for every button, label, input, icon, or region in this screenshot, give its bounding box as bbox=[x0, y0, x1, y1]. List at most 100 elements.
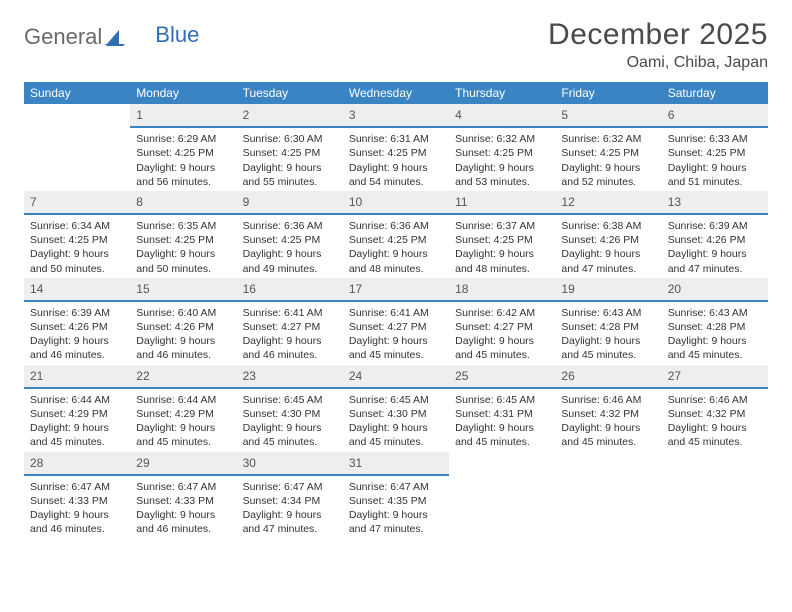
day-body: Sunrise: 6:44 AMSunset: 4:29 PMDaylight:… bbox=[24, 389, 130, 452]
calendar-day-cell: 1 Sunrise: 6:29 AMSunset: 4:25 PMDaylight… bbox=[130, 104, 236, 191]
day-body: Sunrise: 6:45 AMSunset: 4:30 PMDaylight:… bbox=[237, 389, 343, 452]
calendar-body: 1Sunrise: 6:29 AMSunset: 4:25 PMDaylight… bbox=[24, 104, 768, 538]
calendar-day-cell: 22Sunrise: 6:44 AMSunset: 4:29 PMDayligh… bbox=[130, 365, 236, 452]
day-body: Sunrise: 6:33 AMSunset: 4:25 PMDaylight:… bbox=[662, 128, 768, 191]
sunset-line: Sunset: 4:28 PM bbox=[561, 320, 655, 334]
day-body: Sunrise: 6:36 AMSunset: 4:25 PMDaylight:… bbox=[237, 215, 343, 278]
daylight-line: Daylight: 9 hours and 45 minutes. bbox=[349, 421, 443, 449]
sunrise-line: Sunrise: 6:32 AM bbox=[561, 132, 655, 146]
daylight-line: Daylight: 9 hours and 46 minutes. bbox=[30, 508, 124, 536]
calendar-day-cell: 13Sunrise: 6:39 AMSunset: 4:26 PMDayligh… bbox=[662, 191, 768, 278]
daylight-line: Daylight: 9 hours and 46 minutes. bbox=[243, 334, 337, 362]
day-number: 12 bbox=[555, 191, 661, 215]
day-body: Sunrise: 6:34 AMSunset: 4:25 PMDaylight:… bbox=[24, 215, 130, 278]
sunset-line: Sunset: 4:34 PM bbox=[243, 494, 337, 508]
daylight-line: Daylight: 9 hours and 45 minutes. bbox=[561, 334, 655, 362]
day-number: 14 bbox=[24, 278, 130, 302]
daylight-line: Daylight: 9 hours and 47 minutes. bbox=[349, 508, 443, 536]
sunset-line: Sunset: 4:29 PM bbox=[136, 407, 230, 421]
daylight-line: Daylight: 9 hours and 45 minutes. bbox=[136, 421, 230, 449]
day-number: 30 bbox=[237, 452, 343, 476]
sunrise-line: Sunrise: 6:29 AM bbox=[136, 132, 230, 146]
sunrise-line: Sunrise: 6:44 AM bbox=[30, 393, 124, 407]
sunrise-line: Sunrise: 6:47 AM bbox=[30, 480, 124, 494]
calendar-day-cell: 23Sunrise: 6:45 AMSunset: 4:30 PMDayligh… bbox=[237, 365, 343, 452]
calendar-day-cell: 29Sunrise: 6:47 AMSunset: 4:33 PMDayligh… bbox=[130, 452, 236, 539]
calendar-day-cell: 14Sunrise: 6:39 AMSunset: 4:26 PMDayligh… bbox=[24, 278, 130, 365]
weekday-header: Wednesday bbox=[343, 82, 449, 104]
weekday-header: Saturday bbox=[662, 82, 768, 104]
sunrise-line: Sunrise: 6:36 AM bbox=[349, 219, 443, 233]
sunrise-line: Sunrise: 6:43 AM bbox=[561, 306, 655, 320]
calendar-day-cell: 17Sunrise: 6:41 AMSunset: 4:27 PMDayligh… bbox=[343, 278, 449, 365]
day-number: 6 bbox=[662, 104, 768, 128]
calendar-day-cell: 8Sunrise: 6:35 AMSunset: 4:25 PMDaylight… bbox=[130, 191, 236, 278]
day-number: 9 bbox=[237, 191, 343, 215]
calendar-day-cell: 18Sunrise: 6:42 AMSunset: 4:27 PMDayligh… bbox=[449, 278, 555, 365]
sunrise-line: Sunrise: 6:31 AM bbox=[349, 132, 443, 146]
day-body: Sunrise: 6:47 AMSunset: 4:34 PMDaylight:… bbox=[237, 476, 343, 539]
daylight-line: Daylight: 9 hours and 50 minutes. bbox=[30, 247, 124, 275]
calendar-day-cell bbox=[24, 104, 130, 191]
day-number: 4 bbox=[449, 104, 555, 128]
daylight-line: Daylight: 9 hours and 56 minutes. bbox=[136, 161, 230, 189]
calendar-table: Sunday Monday Tuesday Wednesday Thursday… bbox=[24, 82, 768, 538]
calendar-day-cell bbox=[662, 452, 768, 539]
daylight-line: Daylight: 9 hours and 51 minutes. bbox=[668, 161, 762, 189]
day-body: Sunrise: 6:44 AMSunset: 4:29 PMDaylight:… bbox=[130, 389, 236, 452]
day-body: Sunrise: 6:41 AMSunset: 4:27 PMDaylight:… bbox=[343, 302, 449, 365]
sunset-line: Sunset: 4:35 PM bbox=[349, 494, 443, 508]
day-body: Sunrise: 6:46 AMSunset: 4:32 PMDaylight:… bbox=[662, 389, 768, 452]
day-number: 3 bbox=[343, 104, 449, 128]
sunset-line: Sunset: 4:26 PM bbox=[561, 233, 655, 247]
day-body: Sunrise: 6:39 AMSunset: 4:26 PMDaylight:… bbox=[24, 302, 130, 365]
logo-text-general: General bbox=[24, 24, 102, 50]
day-body: Sunrise: 6:43 AMSunset: 4:28 PMDaylight:… bbox=[555, 302, 661, 365]
day-body: Sunrise: 6:31 AMSunset: 4:25 PMDaylight:… bbox=[343, 128, 449, 191]
day-number: 10 bbox=[343, 191, 449, 215]
sunrise-line: Sunrise: 6:41 AM bbox=[243, 306, 337, 320]
weekday-header: Sunday bbox=[24, 82, 130, 104]
day-number: 23 bbox=[237, 365, 343, 389]
calendar-day-cell: 4Sunrise: 6:32 AMSunset: 4:25 PMDaylight… bbox=[449, 104, 555, 191]
sunrise-line: Sunrise: 6:47 AM bbox=[243, 480, 337, 494]
day-body: Sunrise: 6:41 AMSunset: 4:27 PMDaylight:… bbox=[237, 302, 343, 365]
day-body: Sunrise: 6:47 AMSunset: 4:33 PMDaylight:… bbox=[24, 476, 130, 539]
weekday-header: Tuesday bbox=[237, 82, 343, 104]
sunrise-line: Sunrise: 6:37 AM bbox=[455, 219, 549, 233]
day-number: 2 bbox=[237, 104, 343, 128]
calendar-day-cell: 9Sunrise: 6:36 AMSunset: 4:25 PMDaylight… bbox=[237, 191, 343, 278]
sunset-line: Sunset: 4:25 PM bbox=[561, 146, 655, 160]
sunrise-line: Sunrise: 6:30 AM bbox=[243, 132, 337, 146]
sunrise-line: Sunrise: 6:39 AM bbox=[30, 306, 124, 320]
calendar-day-cell: 6Sunrise: 6:33 AMSunset: 4:25 PMDaylight… bbox=[662, 104, 768, 191]
day-number: 1 bbox=[130, 104, 236, 128]
calendar-day-cell: 21Sunrise: 6:44 AMSunset: 4:29 PMDayligh… bbox=[24, 365, 130, 452]
logo-text-blue: Blue bbox=[155, 22, 199, 48]
sunset-line: Sunset: 4:26 PM bbox=[668, 233, 762, 247]
day-number: 15 bbox=[130, 278, 236, 302]
daylight-line: Daylight: 9 hours and 46 minutes. bbox=[136, 334, 230, 362]
title-block: December 2025 Oami, Chiba, Japan bbox=[548, 18, 768, 72]
sunrise-line: Sunrise: 6:45 AM bbox=[455, 393, 549, 407]
sunset-line: Sunset: 4:27 PM bbox=[243, 320, 337, 334]
calendar-day-cell: 28Sunrise: 6:47 AMSunset: 4:33 PMDayligh… bbox=[24, 452, 130, 539]
calendar-day-cell: 10Sunrise: 6:36 AMSunset: 4:25 PMDayligh… bbox=[343, 191, 449, 278]
day-number: 27 bbox=[662, 365, 768, 389]
sunrise-line: Sunrise: 6:47 AM bbox=[349, 480, 443, 494]
sunrise-line: Sunrise: 6:45 AM bbox=[349, 393, 443, 407]
calendar-day-cell: 24Sunrise: 6:45 AMSunset: 4:30 PMDayligh… bbox=[343, 365, 449, 452]
day-body: Sunrise: 6:42 AMSunset: 4:27 PMDaylight:… bbox=[449, 302, 555, 365]
sunset-line: Sunset: 4:25 PM bbox=[136, 146, 230, 160]
sunrise-line: Sunrise: 6:43 AM bbox=[668, 306, 762, 320]
day-body: Sunrise: 6:39 AMSunset: 4:26 PMDaylight:… bbox=[662, 215, 768, 278]
month-title: December 2025 bbox=[548, 18, 768, 52]
daylight-line: Daylight: 9 hours and 55 minutes. bbox=[243, 161, 337, 189]
day-number: 31 bbox=[343, 452, 449, 476]
calendar-day-cell: 31 Sunrise: 6:47 AMSunset: 4:35 PMDayligh… bbox=[343, 452, 449, 539]
day-body: Sunrise: 6:40 AMSunset: 4:26 PMDaylight:… bbox=[130, 302, 236, 365]
calendar-day-cell: 2Sunrise: 6:30 AMSunset: 4:25 PMDaylight… bbox=[237, 104, 343, 191]
sunset-line: Sunset: 4:28 PM bbox=[668, 320, 762, 334]
sunrise-line: Sunrise: 6:40 AM bbox=[136, 306, 230, 320]
day-number: 21 bbox=[24, 365, 130, 389]
